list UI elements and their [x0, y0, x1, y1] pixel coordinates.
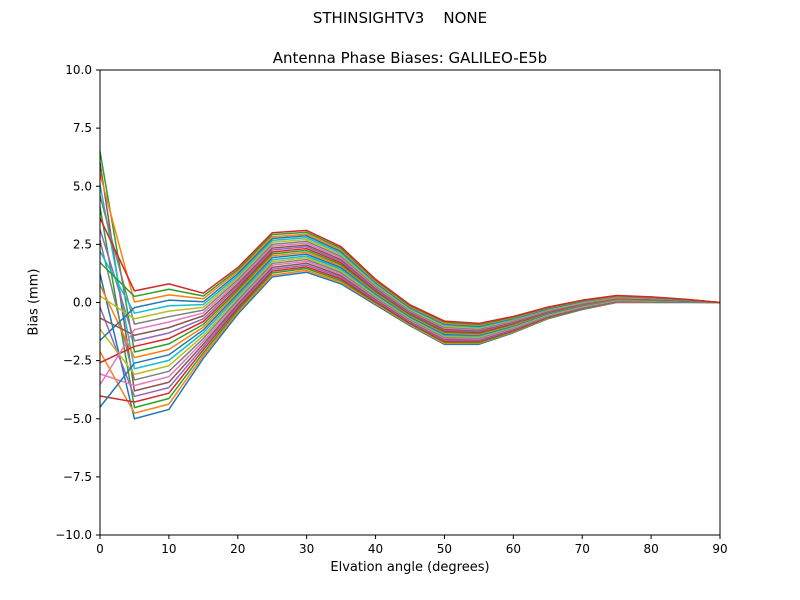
figure-suptitle: STHINSIGHTV3 NONE [312, 9, 488, 27]
x-tick-label: 80 [643, 542, 658, 556]
y-tick-label: 10.0 [65, 63, 92, 77]
y-tick-label: 2.5 [73, 237, 92, 251]
x-tick-label: 70 [575, 542, 590, 556]
x-tick-label: 90 [712, 542, 727, 556]
x-tick-label: 30 [299, 542, 314, 556]
chart-title: Antenna Phase Biases: GALILEO-E5b [272, 49, 548, 67]
x-tick-label: 40 [368, 542, 383, 556]
y-tick-label: −2.5 [63, 354, 92, 368]
y-tick-label: −7.5 [63, 470, 92, 484]
series-line-9 [99, 184, 721, 370]
x-axis-label: Elvation angle (degrees) [330, 560, 490, 575]
y-tick-label: 5.0 [73, 179, 92, 193]
y-axis-label: Bias (mm) [26, 268, 42, 336]
y-tick-label: −10.0 [55, 528, 92, 542]
x-tick-label: 60 [506, 542, 521, 556]
series-line-5 [99, 162, 721, 392]
x-tick-label: 20 [230, 542, 245, 556]
x-tick-label: 50 [437, 542, 452, 556]
x-tick-label: 10 [161, 542, 176, 556]
y-tick-label: 7.5 [73, 121, 92, 135]
x-tick-label: 0 [96, 542, 104, 556]
y-tick-label: −5.0 [63, 412, 92, 426]
series-line-23 [99, 217, 721, 325]
y-tick-label: 0.0 [73, 296, 92, 310]
